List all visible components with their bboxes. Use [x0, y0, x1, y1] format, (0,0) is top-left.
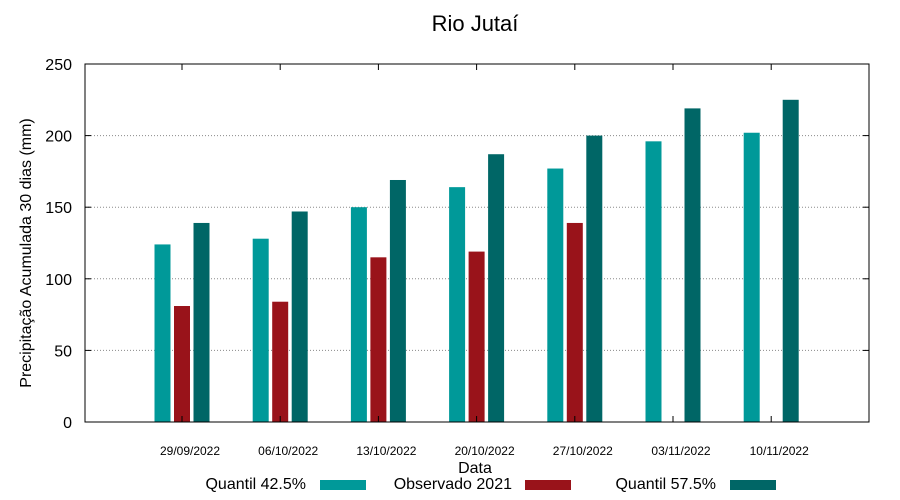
bar-2-5 [684, 108, 701, 422]
bar-1-2 [370, 257, 387, 422]
bar-0-1 [252, 238, 269, 422]
bar-2-0 [193, 222, 210, 422]
y-axis-ticks: 0 50 100 150 200 250 [45, 57, 869, 432]
bar-0-0 [154, 244, 171, 422]
y-tick-label: 200 [45, 129, 72, 146]
bar-2-2 [389, 179, 406, 422]
bar-1-4 [566, 222, 583, 422]
legend-label: Quantil 42.5% [205, 476, 306, 493]
y-tick-label: 0 [63, 415, 72, 432]
bar-1-0 [174, 306, 190, 422]
bar-0-5 [645, 141, 662, 422]
bars [154, 99, 799, 423]
bar-1-3 [468, 251, 485, 422]
x-tick-label: 10/11/2022 [750, 444, 809, 458]
legend-swatch [320, 480, 366, 490]
bar-2-1 [291, 211, 308, 422]
x-tick-label: 03/11/2022 [651, 444, 710, 458]
x-axis-ticks: 29/09/2022 06/10/2022 13/10/2022 20/10/2022… [160, 64, 809, 458]
bar-2-6 [782, 99, 799, 423]
x-tick-label: 13/10/2022 [356, 444, 416, 458]
legend-label: Observado 2021 [394, 476, 512, 493]
x-tick-label: 20/10/2022 [455, 444, 515, 458]
legend: Quantil 42.5% Observado 2021 Quantil 57.5% [205, 476, 776, 493]
legend-swatch [525, 480, 571, 490]
legend-label: Quantil 57.5% [615, 476, 716, 493]
x-tick-label: 29/09/2022 [160, 444, 220, 458]
bar-2-4 [586, 135, 603, 422]
y-tick-label: 250 [45, 57, 72, 74]
bar-2-3 [488, 154, 505, 422]
y-tick-label: 50 [54, 343, 72, 360]
x-axis-label: Data [458, 460, 492, 477]
x-tick-label: 06/10/2022 [258, 444, 318, 458]
bar-0-2 [350, 207, 367, 422]
y-axis-label: Precipitação Acumulada 30 dias (mm) [18, 118, 35, 387]
bar-1-1 [272, 301, 289, 422]
chart-title: Rio Jutaí [432, 11, 519, 36]
y-tick-label: 100 [45, 272, 72, 289]
bar-0-6 [743, 132, 760, 422]
bar-0-4 [547, 168, 564, 422]
x-tick-label: 27/10/2022 [553, 444, 613, 458]
bar-0-3 [449, 187, 466, 422]
legend-swatch [730, 480, 776, 490]
y-tick-label: 150 [45, 200, 72, 217]
